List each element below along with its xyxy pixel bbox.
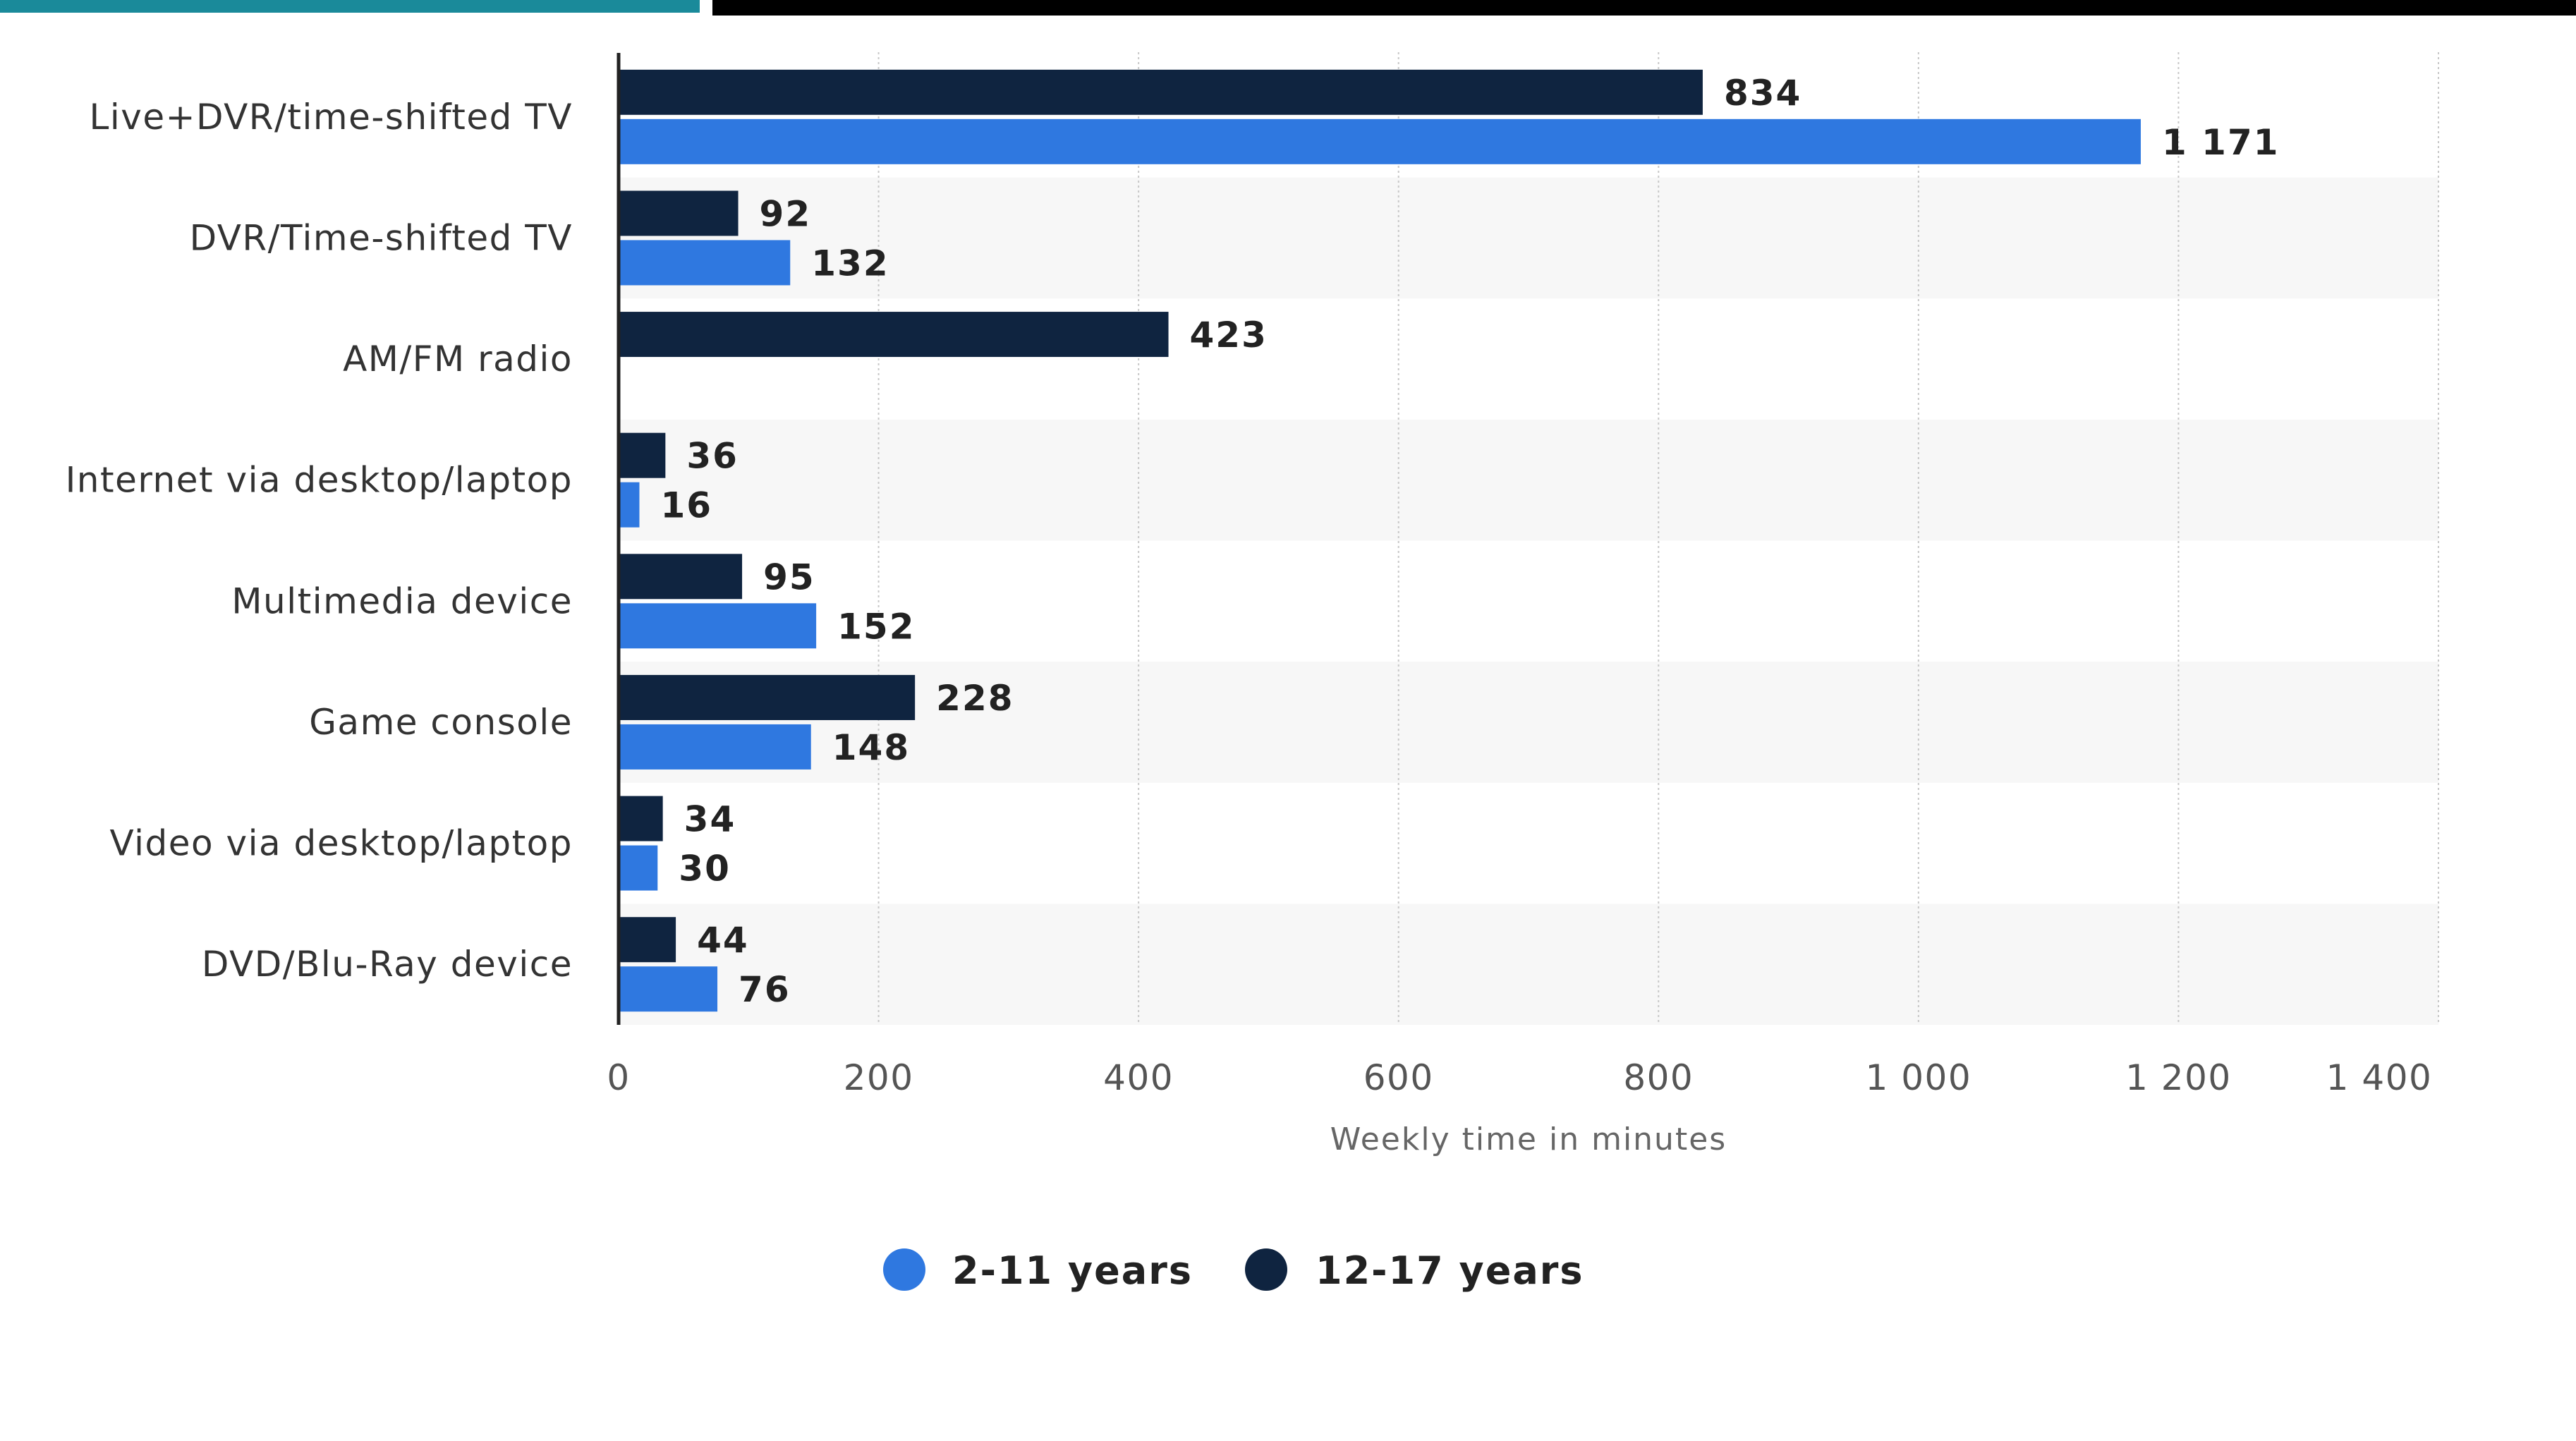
bars [619, 69, 2141, 1012]
data-label: 92 [760, 193, 812, 234]
bar [619, 554, 743, 600]
category-label: Game console [309, 702, 573, 743]
x-tick-label: 200 [844, 1057, 914, 1098]
data-label: 44 [697, 920, 749, 961]
data-label: 423 [1190, 315, 1268, 355]
bar [619, 917, 676, 963]
legend: 2-11 years 12-17 years [883, 1248, 1584, 1293]
data-label: 34 [684, 799, 736, 840]
data-label: 148 [832, 727, 910, 768]
x-tick-label: 400 [1103, 1057, 1174, 1098]
x-tick-label: 1 400 [2326, 1057, 2433, 1098]
data-label: 36 [686, 436, 739, 477]
row-band [619, 419, 2438, 541]
category-label: Live+DVR/time-shifted TV [89, 97, 573, 138]
bar [619, 312, 1169, 358]
bar [619, 845, 658, 891]
data-label: 30 [679, 849, 731, 889]
data-label: 132 [811, 243, 889, 284]
data-label: 76 [739, 969, 791, 1010]
category-label: DVD/Blu-Ray device [202, 944, 573, 985]
data-label: 152 [837, 606, 915, 647]
bar [619, 432, 666, 478]
category-label: Internet via desktop/laptop [66, 460, 573, 501]
data-label: 834 [1724, 73, 1802, 114]
row-band [619, 662, 2438, 783]
category-label: Video via desktop/laptop [110, 823, 573, 864]
bar [619, 240, 791, 286]
value-labels: 834 1 171 92 132 423 36 16 95 152 228 148 34 30 44 76 [660, 73, 2280, 1010]
category-labels: Live+DVR/time-shifted TV DVR/Time-shifted… [66, 97, 573, 985]
bar [619, 482, 640, 528]
top-bar-dark [712, 0, 2576, 16]
row-band [619, 177, 2438, 299]
row-bands [619, 177, 2438, 1025]
category-label: Multimedia device [231, 580, 573, 621]
category-label: AM/FM radio [343, 339, 573, 379]
bar [619, 69, 1703, 115]
bar [619, 118, 2141, 164]
bar [619, 724, 811, 770]
legend-label: 12-17 years [1316, 1248, 1584, 1293]
data-label: 95 [763, 557, 815, 597]
bar [619, 796, 663, 841]
x-tick-label: 600 [1363, 1057, 1434, 1098]
legend-marker [883, 1248, 925, 1291]
category-label: DVR/Time-shifted TV [190, 217, 573, 258]
top-bar-accent [0, 0, 700, 13]
x-tick-label: 0 [607, 1057, 630, 1098]
data-label: 16 [660, 485, 712, 526]
data-label: 228 [936, 678, 1014, 719]
x-tick-labels: 0 200 400 600 800 1 000 1 200 1 400 [607, 1057, 2433, 1098]
bar [619, 190, 739, 236]
bar [619, 966, 718, 1012]
bar [619, 674, 916, 720]
x-tick-label: 1 200 [2125, 1057, 2232, 1098]
legend-label: 2-11 years [952, 1248, 1193, 1293]
grid-lines [877, 52, 2439, 1025]
x-tick-label: 800 [1623, 1057, 1694, 1098]
legend-marker [1245, 1248, 1287, 1291]
bar [619, 603, 817, 649]
data-label: 1 171 [2162, 122, 2280, 163]
x-axis-title: Weekly time in minutes [1330, 1121, 1727, 1157]
x-tick-label: 1 000 [1866, 1057, 1972, 1098]
row-band [619, 904, 2438, 1025]
